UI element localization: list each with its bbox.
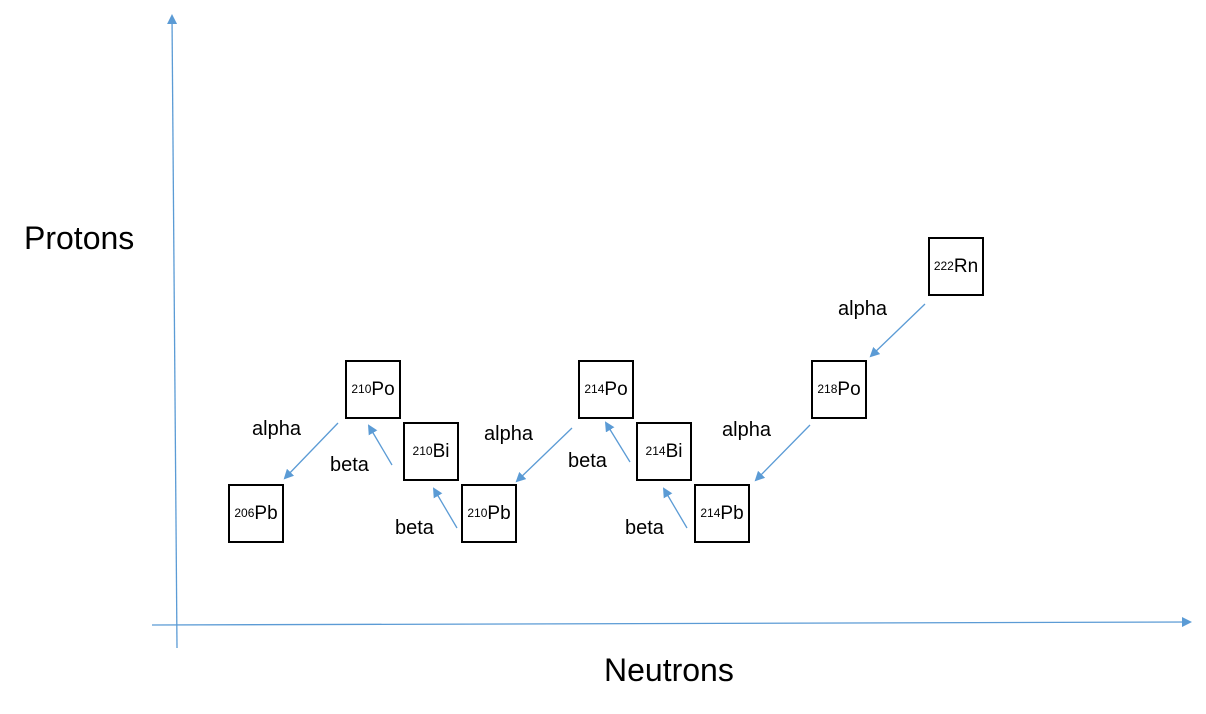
- nuclide-pb206: 206 Pb: [228, 484, 284, 543]
- nuclide-po214: 214 Po: [578, 360, 634, 419]
- decay-label-rn222-po218: alpha: [838, 298, 887, 320]
- decay-label-po218-pb214: alpha: [722, 419, 771, 441]
- decay-arrow-po210-pb206: [283, 422, 339, 480]
- decay-arrow-rn222-po218: [869, 303, 926, 358]
- nuclide-bi214: 214 Bi: [636, 422, 692, 481]
- decay-arrow-bi210-po210: [367, 424, 393, 466]
- element-symbol: Bi: [432, 440, 450, 462]
- mass-number: 214: [584, 381, 605, 396]
- decay-arrow-pb210-bi210: [432, 487, 458, 529]
- nuclide-pb210: 210 Pb: [461, 484, 517, 543]
- decay-label-bi214-po214: beta: [568, 450, 607, 472]
- mass-number: 214: [645, 443, 666, 458]
- decay-label-po214-pb210: alpha: [484, 423, 533, 445]
- decay-label-pb214-bi214: beta: [625, 517, 664, 539]
- decay-label-po210-pb206: alpha: [252, 418, 301, 440]
- y-axis: [167, 14, 178, 649]
- nuclide-rn222: 222 Rn: [928, 237, 984, 296]
- y-axis-label: Protons: [24, 220, 135, 256]
- element-symbol: Bi: [665, 440, 683, 462]
- element-symbol: Po: [837, 378, 861, 400]
- x-axis-label: Neutrons: [604, 652, 734, 688]
- mass-number: 218: [817, 381, 838, 396]
- element-symbol: Pb: [487, 502, 511, 524]
- decay-label-bi210-po210: beta: [330, 454, 369, 476]
- element-symbol: Po: [604, 378, 628, 400]
- decay-arrow-po214-pb210: [515, 427, 573, 483]
- nuclide-pb214: 214 Pb: [694, 484, 750, 543]
- decay-arrow-pb214-bi214: [662, 487, 688, 529]
- mass-number: 210: [351, 381, 372, 396]
- mass-number: 206: [234, 505, 255, 520]
- nuclide-po218: 218 Po: [811, 360, 867, 419]
- nuclide-bi210: 210 Bi: [403, 422, 459, 481]
- nuclide-po210: 210 Po: [345, 360, 401, 419]
- mass-number: 222: [933, 258, 954, 273]
- element-symbol: Pb: [720, 502, 744, 524]
- mass-number: 210: [412, 443, 433, 458]
- decay-arrow-bi214-po214: [604, 421, 631, 463]
- mass-number: 210: [467, 505, 488, 520]
- decay-label-pb210-bi210: beta: [395, 517, 434, 539]
- element-symbol: Rn: [953, 255, 979, 277]
- mass-number: 214: [700, 505, 721, 520]
- element-symbol: Po: [371, 378, 395, 400]
- element-symbol: Pb: [254, 502, 278, 524]
- decay-arrow-po218-pb214: [754, 424, 811, 482]
- x-axis: [151, 617, 1192, 628]
